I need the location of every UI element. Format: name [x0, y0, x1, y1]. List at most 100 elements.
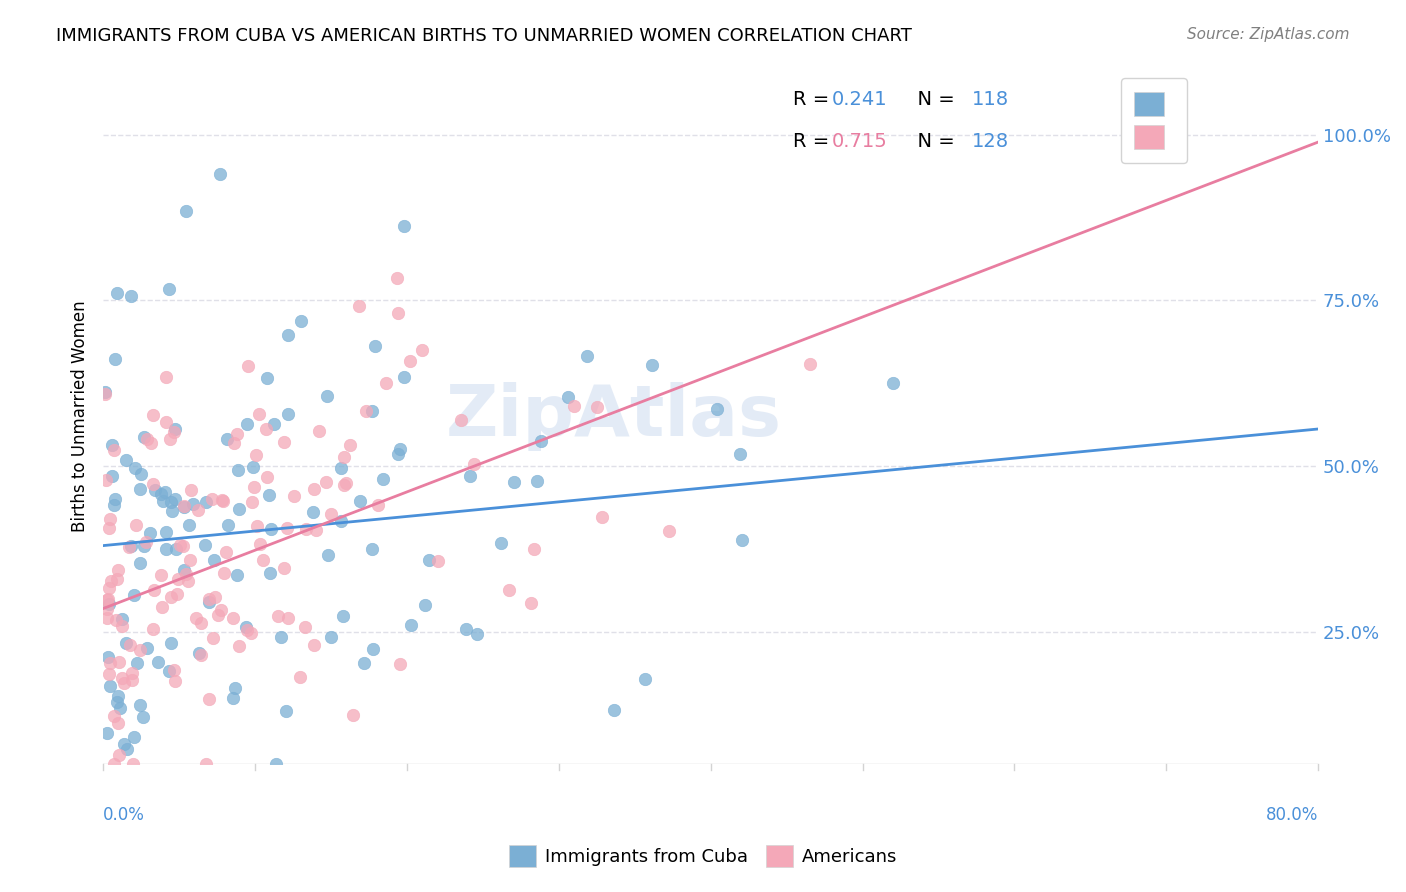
Point [103, 757, 125, 772]
Point [190, 616, 212, 631]
Point [273, 435, 295, 450]
Point [122, 730, 145, 744]
Point [454, 622, 477, 636]
Point [209, 603, 232, 617]
Point [163, 674, 186, 689]
Point [221, 691, 243, 706]
Point [163, 422, 186, 436]
Point [127, 656, 149, 670]
Point [290, 314, 312, 328]
Text: 0.241: 0.241 [832, 90, 887, 110]
Point [142, 622, 165, 636]
Point [107, 689, 129, 703]
Point [173, 563, 195, 577]
Point [315, 389, 337, 403]
Point [97, 650, 120, 665]
Point [228, 639, 250, 653]
Point [118, 540, 141, 554]
Point [399, 617, 422, 632]
Point [330, 514, 353, 528]
Point [112, 675, 135, 690]
Point [254, 422, 277, 436]
Point [155, 485, 177, 500]
Point [97, 521, 120, 535]
Text: 128: 128 [972, 132, 1010, 151]
Point [799, 357, 821, 371]
Point [121, 757, 143, 772]
Point [226, 427, 249, 442]
Point [208, 167, 231, 181]
Point [96, 602, 118, 616]
Point [413, 598, 436, 612]
Point [129, 467, 152, 481]
Point [122, 588, 145, 602]
Point [502, 475, 524, 489]
Point [103, 443, 125, 458]
Point [135, 433, 157, 447]
Point [165, 541, 187, 556]
Point [98, 679, 121, 693]
Point [465, 627, 488, 641]
Point [411, 343, 433, 357]
Point [186, 610, 208, 624]
Text: 118: 118 [972, 90, 1010, 110]
Point [236, 417, 259, 431]
Point [112, 737, 135, 751]
Point [215, 545, 238, 559]
Point [427, 554, 450, 568]
Point [302, 505, 325, 519]
Point [217, 432, 239, 446]
Point [330, 461, 353, 475]
Point [105, 572, 128, 586]
Point [174, 567, 197, 582]
Point [142, 408, 165, 422]
Point [273, 561, 295, 575]
Point [120, 540, 142, 554]
Point [557, 391, 579, 405]
Point [263, 417, 285, 432]
Point [276, 521, 298, 535]
Point [489, 535, 512, 549]
Point [155, 524, 177, 539]
Point [105, 695, 128, 709]
Point [252, 553, 274, 567]
Point [236, 624, 259, 638]
Point [157, 664, 180, 678]
Point [96, 726, 118, 740]
Point [125, 518, 148, 533]
Point [103, 709, 125, 723]
Point [264, 757, 287, 772]
Point [249, 537, 271, 551]
Point [245, 448, 267, 462]
Point [367, 498, 389, 512]
Point [228, 502, 250, 516]
Point [302, 483, 325, 497]
Point [319, 631, 342, 645]
Point [100, 574, 122, 588]
Point [155, 369, 177, 384]
Point [129, 643, 152, 657]
Point [143, 583, 166, 598]
Point [187, 503, 209, 517]
Point [180, 483, 202, 497]
Point [520, 596, 543, 610]
Point [195, 494, 218, 508]
Point [392, 370, 415, 384]
Point [235, 619, 257, 633]
Point [139, 436, 162, 450]
Point [163, 425, 186, 439]
Point [276, 408, 298, 422]
Point [160, 503, 183, 517]
Point [115, 453, 138, 467]
Point [121, 673, 143, 687]
Point [105, 285, 128, 300]
Point [190, 648, 212, 662]
Point [259, 566, 281, 580]
Text: 0.0%: 0.0% [103, 806, 145, 824]
Point [319, 507, 342, 521]
Point [347, 298, 370, 312]
Point [270, 630, 292, 644]
Point [159, 432, 181, 446]
Point [339, 438, 361, 452]
Point [398, 354, 420, 368]
